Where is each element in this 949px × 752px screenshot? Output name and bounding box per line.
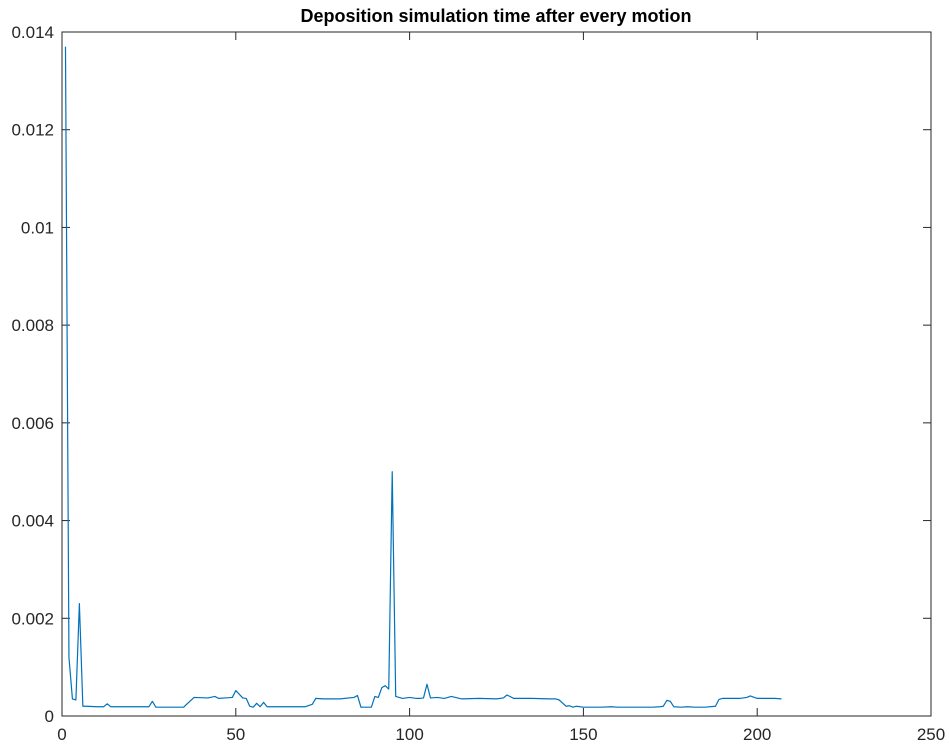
plot-box <box>61 31 932 717</box>
tick-marks <box>61 31 932 717</box>
x-tick-label: 200 <box>743 725 771 744</box>
y-tick-label: 0.012 <box>11 121 54 140</box>
series-lines <box>64 46 782 708</box>
x-tick-label: 100 <box>395 725 423 744</box>
y-tick-label: 0.014 <box>11 23 54 42</box>
y-tick-label: 0.006 <box>11 414 54 433</box>
x-tick-label: 250 <box>917 725 945 744</box>
chart-title: Deposition simulation time after every m… <box>300 6 691 26</box>
x-tick-label: 50 <box>226 725 245 744</box>
axes <box>61 31 932 717</box>
x-tick-labels: 0 50 100 150 200 250 <box>57 725 945 744</box>
y-tick-label: 0.01 <box>21 218 54 237</box>
y-tick-label: 0.008 <box>11 316 54 335</box>
y-tick-label: 0.002 <box>11 609 54 628</box>
y-tick-labels: 0 0.002 0.004 0.006 0.008 0.01 0.012 0.014 <box>11 23 54 726</box>
x-tick-label: 0 <box>57 725 66 744</box>
x-tick-label: 150 <box>569 725 597 744</box>
y-tick-label: 0 <box>45 707 54 726</box>
series-line <box>64 46 782 708</box>
y-tick-label: 0.004 <box>11 512 54 531</box>
